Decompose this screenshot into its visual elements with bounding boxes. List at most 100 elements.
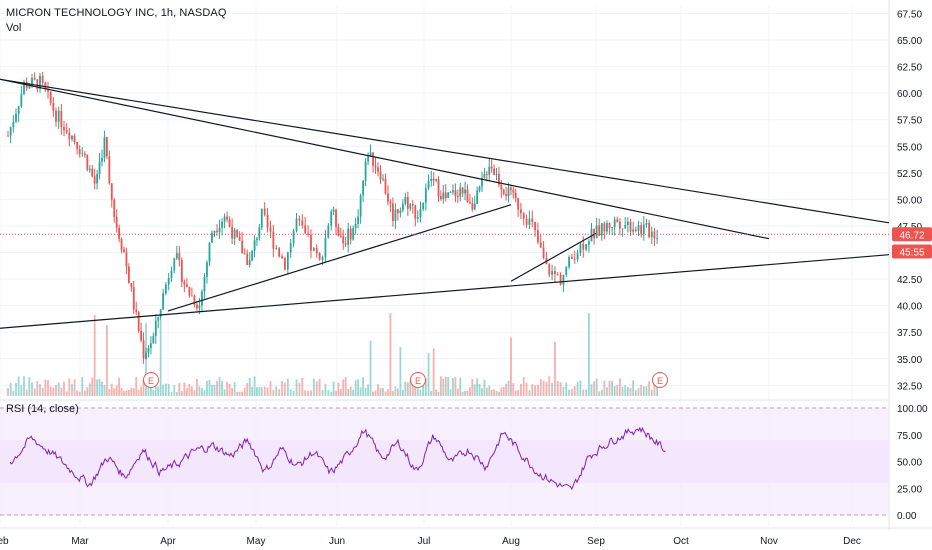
bar-countdown-label-bg <box>892 244 932 259</box>
volume-bar <box>190 386 193 396</box>
candle-body <box>382 178 384 180</box>
volume-bar <box>292 390 295 396</box>
candle-body <box>481 177 483 187</box>
candle-body <box>196 304 198 309</box>
candle-body <box>115 216 118 228</box>
volume-bar <box>238 391 241 396</box>
candle-body <box>377 167 379 172</box>
volume-bar <box>469 387 471 396</box>
volume-bar <box>147 382 150 396</box>
volume-bar <box>531 384 534 396</box>
candle-body <box>39 75 41 89</box>
candle-body <box>125 252 128 267</box>
volume-bar <box>528 390 531 396</box>
candle-body <box>330 211 333 226</box>
candle-body <box>93 176 96 184</box>
volume-bar <box>260 386 263 396</box>
candle-body <box>416 217 419 219</box>
candle-body <box>246 253 249 265</box>
rsi-band <box>0 440 889 483</box>
candle-body <box>96 174 99 184</box>
candle-body <box>471 203 474 210</box>
rsi-band-lower <box>0 482 889 515</box>
trend-line <box>0 78 890 224</box>
volume-bar <box>157 386 160 396</box>
candle-body <box>208 242 211 263</box>
volume-bars <box>7 313 658 396</box>
volume-bar <box>140 386 143 396</box>
volume-bar <box>183 382 186 396</box>
volume-bar <box>312 378 315 396</box>
volume-bar <box>318 378 321 396</box>
candle-body <box>310 234 312 251</box>
volume-bar <box>159 319 162 396</box>
volume-bar <box>456 388 459 396</box>
volume-bar <box>539 379 542 396</box>
candle-body <box>525 218 528 225</box>
volume-bar <box>330 391 333 396</box>
volume-bar <box>137 389 140 396</box>
candle-body <box>582 243 585 250</box>
candle-body <box>91 168 94 177</box>
candle-body <box>154 320 157 336</box>
volume-bar <box>447 377 450 396</box>
y-tick-label: 60.00 <box>897 89 922 100</box>
volume-bar <box>278 389 281 396</box>
volume-bar <box>514 390 517 396</box>
candle-body <box>565 267 568 275</box>
candle-body <box>213 230 216 233</box>
candle-body <box>464 189 466 194</box>
volume-bar <box>17 376 20 396</box>
volume-bar <box>98 378 101 396</box>
candle-body <box>404 197 407 204</box>
x-tick-label: Mar <box>71 536 89 547</box>
volume-bar <box>642 386 645 396</box>
volume-bar <box>389 313 392 396</box>
candle-body <box>648 222 651 238</box>
trend-line <box>0 78 770 240</box>
candle-body <box>275 248 278 249</box>
volume-bar <box>281 381 283 396</box>
candle-body <box>15 114 17 122</box>
volume-bar <box>295 379 298 396</box>
volume-bar <box>619 378 621 396</box>
candle-body <box>588 241 590 245</box>
volume-bar <box>435 389 437 396</box>
volume-bar <box>645 386 648 396</box>
trend-line <box>167 204 512 312</box>
y-tick-label: 42.50 <box>897 275 922 286</box>
candle-body <box>157 317 160 321</box>
candle-body <box>185 284 188 288</box>
candle-body <box>354 223 357 229</box>
volume-bar <box>221 380 223 396</box>
volume-bar <box>556 380 559 396</box>
volume-bar <box>621 386 624 396</box>
volume-bar <box>91 377 94 396</box>
candle-body <box>419 209 422 218</box>
y-tick-label: 65.00 <box>897 36 922 47</box>
volume-bar <box>298 382 301 396</box>
candle-body <box>226 216 228 220</box>
candle-body <box>637 225 640 231</box>
candle-body <box>640 225 643 234</box>
candle-body <box>17 106 20 115</box>
candle-body <box>598 225 601 236</box>
candle-body <box>456 195 459 197</box>
candle-body <box>522 213 525 219</box>
volume-bar <box>362 377 364 396</box>
candle-body <box>626 221 629 225</box>
volume-bar <box>246 382 249 396</box>
volume-bar <box>130 387 133 396</box>
candle-body <box>86 154 89 170</box>
volume-bar <box>115 385 118 396</box>
volume-bar <box>347 389 350 396</box>
candle-body <box>473 203 476 210</box>
candle-body <box>611 227 613 229</box>
candle-body <box>621 228 624 230</box>
volume-bar <box>25 389 28 396</box>
candle-body <box>258 227 261 239</box>
candle-body <box>379 171 382 180</box>
volume-bar <box>76 390 79 396</box>
volume-bar <box>39 384 41 396</box>
